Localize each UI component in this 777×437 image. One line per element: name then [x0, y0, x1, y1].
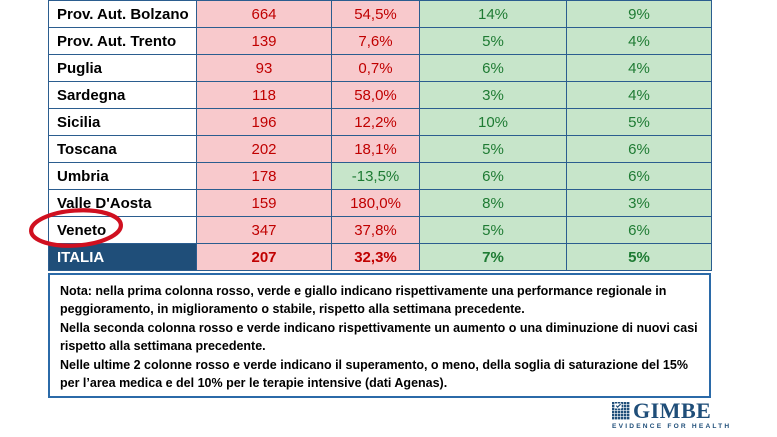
gimbe-grid-icon — [612, 402, 630, 420]
region-name: Prov. Aut. Trento — [48, 27, 197, 55]
cases-cell: 118 — [196, 81, 332, 109]
region-name: Sardegna — [48, 81, 197, 109]
variation-cell: -13,5% — [331, 162, 420, 190]
variation-cell: 37,8% — [331, 216, 420, 244]
icu-cell-total: 5% — [566, 243, 712, 271]
medical-area-cell: 8% — [419, 189, 567, 217]
note-paragraph-3: Nelle ultime 2 colonne rosso e verde ind… — [60, 357, 688, 390]
variation-cell-total: 32,3% — [331, 243, 420, 271]
variation-cell: 7,6% — [331, 27, 420, 55]
cases-cell: 93 — [196, 54, 332, 82]
medical-area-cell: 14% — [419, 0, 567, 28]
icu-cell: 6% — [566, 162, 712, 190]
icu-cell: 6% — [566, 135, 712, 163]
cases-cell: 139 — [196, 27, 332, 55]
gimbe-tagline: EVIDENCE FOR HEALTH — [612, 423, 732, 430]
icu-cell: 3% — [566, 189, 712, 217]
table-row: Prov. Aut. Trento 139 7,6% 5% 4% — [48, 27, 712, 55]
cases-cell: 202 — [196, 135, 332, 163]
medical-area-cell: 5% — [419, 27, 567, 55]
note-paragraph-1: Nota: nella prima colonna rosso, verde e… — [60, 284, 667, 317]
region-name: Prov. Aut. Bolzano — [48, 0, 197, 28]
cases-cell: 178 — [196, 162, 332, 190]
region-name: Umbria — [48, 162, 197, 190]
table-row: Sardegna 118 58,0% 3% 4% — [48, 81, 712, 109]
icu-cell: 5% — [566, 108, 712, 136]
icu-cell: 9% — [566, 0, 712, 28]
region-name: Valle D'Aosta — [48, 189, 197, 217]
medical-area-cell: 5% — [419, 135, 567, 163]
region-name: Toscana — [48, 135, 197, 163]
variation-cell: 18,1% — [331, 135, 420, 163]
icu-cell: 4% — [566, 54, 712, 82]
icu-cell: 4% — [566, 27, 712, 55]
medical-area-cell: 5% — [419, 216, 567, 244]
cases-cell: 196 — [196, 108, 332, 136]
medical-area-cell: 6% — [419, 162, 567, 190]
table-row: Umbria 178 -13,5% 6% 6% — [48, 162, 712, 190]
note-paragraph-2: Nella seconda colonna rosso e verde indi… — [60, 320, 698, 354]
gimbe-logo: GIMBE EVIDENCE FOR HEALTH — [612, 398, 732, 430]
table-row: Valle D'Aosta 159 180,0% 8% 3% — [48, 189, 712, 217]
medical-area-cell-total: 7% — [419, 243, 567, 271]
table-row: Sicilia 196 12,2% 10% 5% — [48, 108, 712, 136]
cases-cell: 347 — [196, 216, 332, 244]
icu-cell: 6% — [566, 216, 712, 244]
table-row: Toscana 202 18,1% 5% 6% — [48, 135, 712, 163]
variation-cell: 0,7% — [331, 54, 420, 82]
icu-cell: 4% — [566, 81, 712, 109]
region-name: Puglia — [48, 54, 197, 82]
medical-area-cell: 3% — [419, 81, 567, 109]
table-row-total: ITALIA 207 32,3% 7% 5% — [48, 243, 712, 271]
cases-cell: 664 — [196, 0, 332, 28]
region-name-total: ITALIA — [48, 243, 197, 271]
table-row: Puglia 93 0,7% 6% 4% — [48, 54, 712, 82]
region-name: Sicilia — [48, 108, 197, 136]
table-row: Prov. Aut. Bolzano 664 54,5% 14% 9% — [48, 0, 712, 28]
region-name: Veneto — [48, 216, 197, 244]
note-box: Nota: nella prima colonna rosso, verde e… — [48, 273, 711, 398]
cases-cell-total: 207 — [196, 243, 332, 271]
cases-cell: 159 — [196, 189, 332, 217]
gimbe-wordmark: GIMBE — [633, 398, 712, 423]
medical-area-cell: 6% — [419, 54, 567, 82]
variation-cell: 58,0% — [331, 81, 420, 109]
variation-cell: 12,2% — [331, 108, 420, 136]
variation-cell: 180,0% — [331, 189, 420, 217]
table-row: Veneto 347 37,8% 5% 6% — [48, 216, 712, 244]
regional-monitoring-table: Prov. Aut. Bolzano 664 54,5% 14% 9% Prov… — [48, 0, 712, 271]
variation-cell: 54,5% — [331, 0, 420, 28]
medical-area-cell: 10% — [419, 108, 567, 136]
